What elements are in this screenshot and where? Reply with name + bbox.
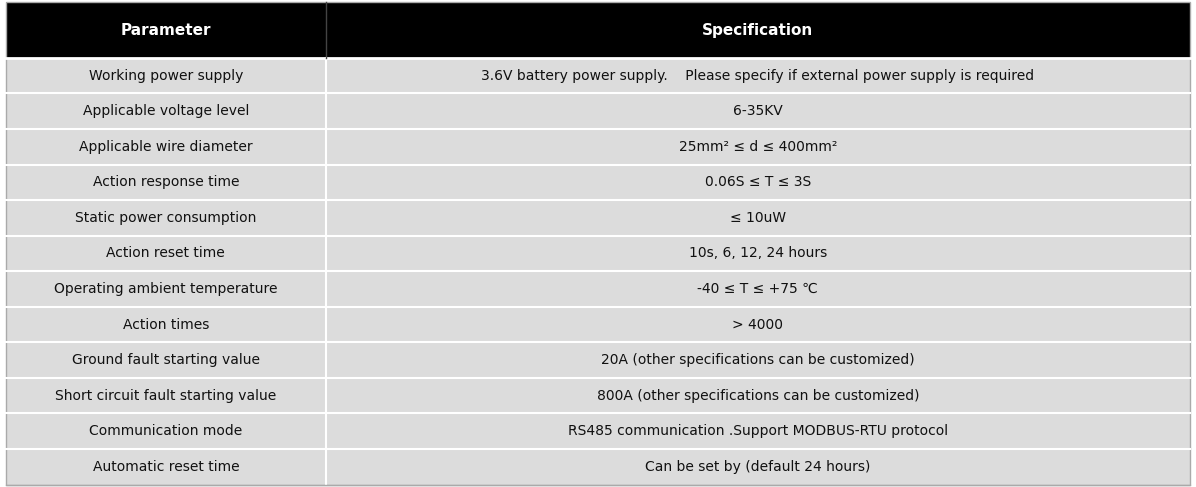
Text: 800A (other specifications can be customized): 800A (other specifications can be custom… bbox=[597, 389, 919, 403]
Text: Static power consumption: Static power consumption bbox=[75, 211, 256, 225]
Text: 3.6V battery power supply.    Please specify if external power supply is require: 3.6V battery power supply. Please specif… bbox=[481, 69, 1035, 83]
Bar bbox=[6, 200, 1190, 236]
Text: -40 ≤ T ≤ +75 ℃: -40 ≤ T ≤ +75 ℃ bbox=[697, 282, 818, 296]
Text: 10s, 6, 12, 24 hours: 10s, 6, 12, 24 hours bbox=[689, 246, 826, 261]
Bar bbox=[6, 449, 1190, 485]
Text: Parameter: Parameter bbox=[121, 23, 210, 37]
Bar bbox=[6, 271, 1190, 307]
Bar bbox=[6, 342, 1190, 378]
Bar bbox=[6, 413, 1190, 449]
Text: Automatic reset time: Automatic reset time bbox=[92, 460, 239, 474]
Text: 0.06S ≤ T ≤ 3S: 0.06S ≤ T ≤ 3S bbox=[704, 175, 811, 189]
Bar bbox=[6, 94, 1190, 129]
Text: Communication mode: Communication mode bbox=[90, 424, 243, 438]
Text: Applicable voltage level: Applicable voltage level bbox=[83, 104, 249, 118]
Text: Applicable wire diameter: Applicable wire diameter bbox=[79, 140, 252, 154]
Bar bbox=[6, 2, 1190, 58]
Text: Action response time: Action response time bbox=[92, 175, 239, 189]
Text: Working power supply: Working power supply bbox=[89, 69, 243, 83]
Bar bbox=[6, 236, 1190, 271]
Text: Action reset time: Action reset time bbox=[106, 246, 225, 261]
Text: > 4000: > 4000 bbox=[732, 318, 783, 332]
Text: Specification: Specification bbox=[702, 23, 813, 37]
Bar bbox=[6, 307, 1190, 342]
Text: RS485 communication .Support MODBUS-RTU protocol: RS485 communication .Support MODBUS-RTU … bbox=[568, 424, 948, 438]
Text: 20A (other specifications can be customized): 20A (other specifications can be customi… bbox=[602, 353, 915, 367]
Bar bbox=[6, 58, 1190, 94]
Text: ≤ 10uW: ≤ 10uW bbox=[730, 211, 786, 225]
Text: Ground fault starting value: Ground fault starting value bbox=[72, 353, 260, 367]
Text: 25mm² ≤ d ≤ 400mm²: 25mm² ≤ d ≤ 400mm² bbox=[678, 140, 837, 154]
Bar bbox=[6, 165, 1190, 200]
Text: Short circuit fault starting value: Short circuit fault starting value bbox=[55, 389, 276, 403]
Text: 6-35KV: 6-35KV bbox=[733, 104, 782, 118]
Text: Can be set by (default 24 hours): Can be set by (default 24 hours) bbox=[645, 460, 871, 474]
Bar bbox=[6, 129, 1190, 165]
Text: Action times: Action times bbox=[123, 318, 209, 332]
Text: Operating ambient temperature: Operating ambient temperature bbox=[54, 282, 277, 296]
Bar bbox=[6, 378, 1190, 413]
